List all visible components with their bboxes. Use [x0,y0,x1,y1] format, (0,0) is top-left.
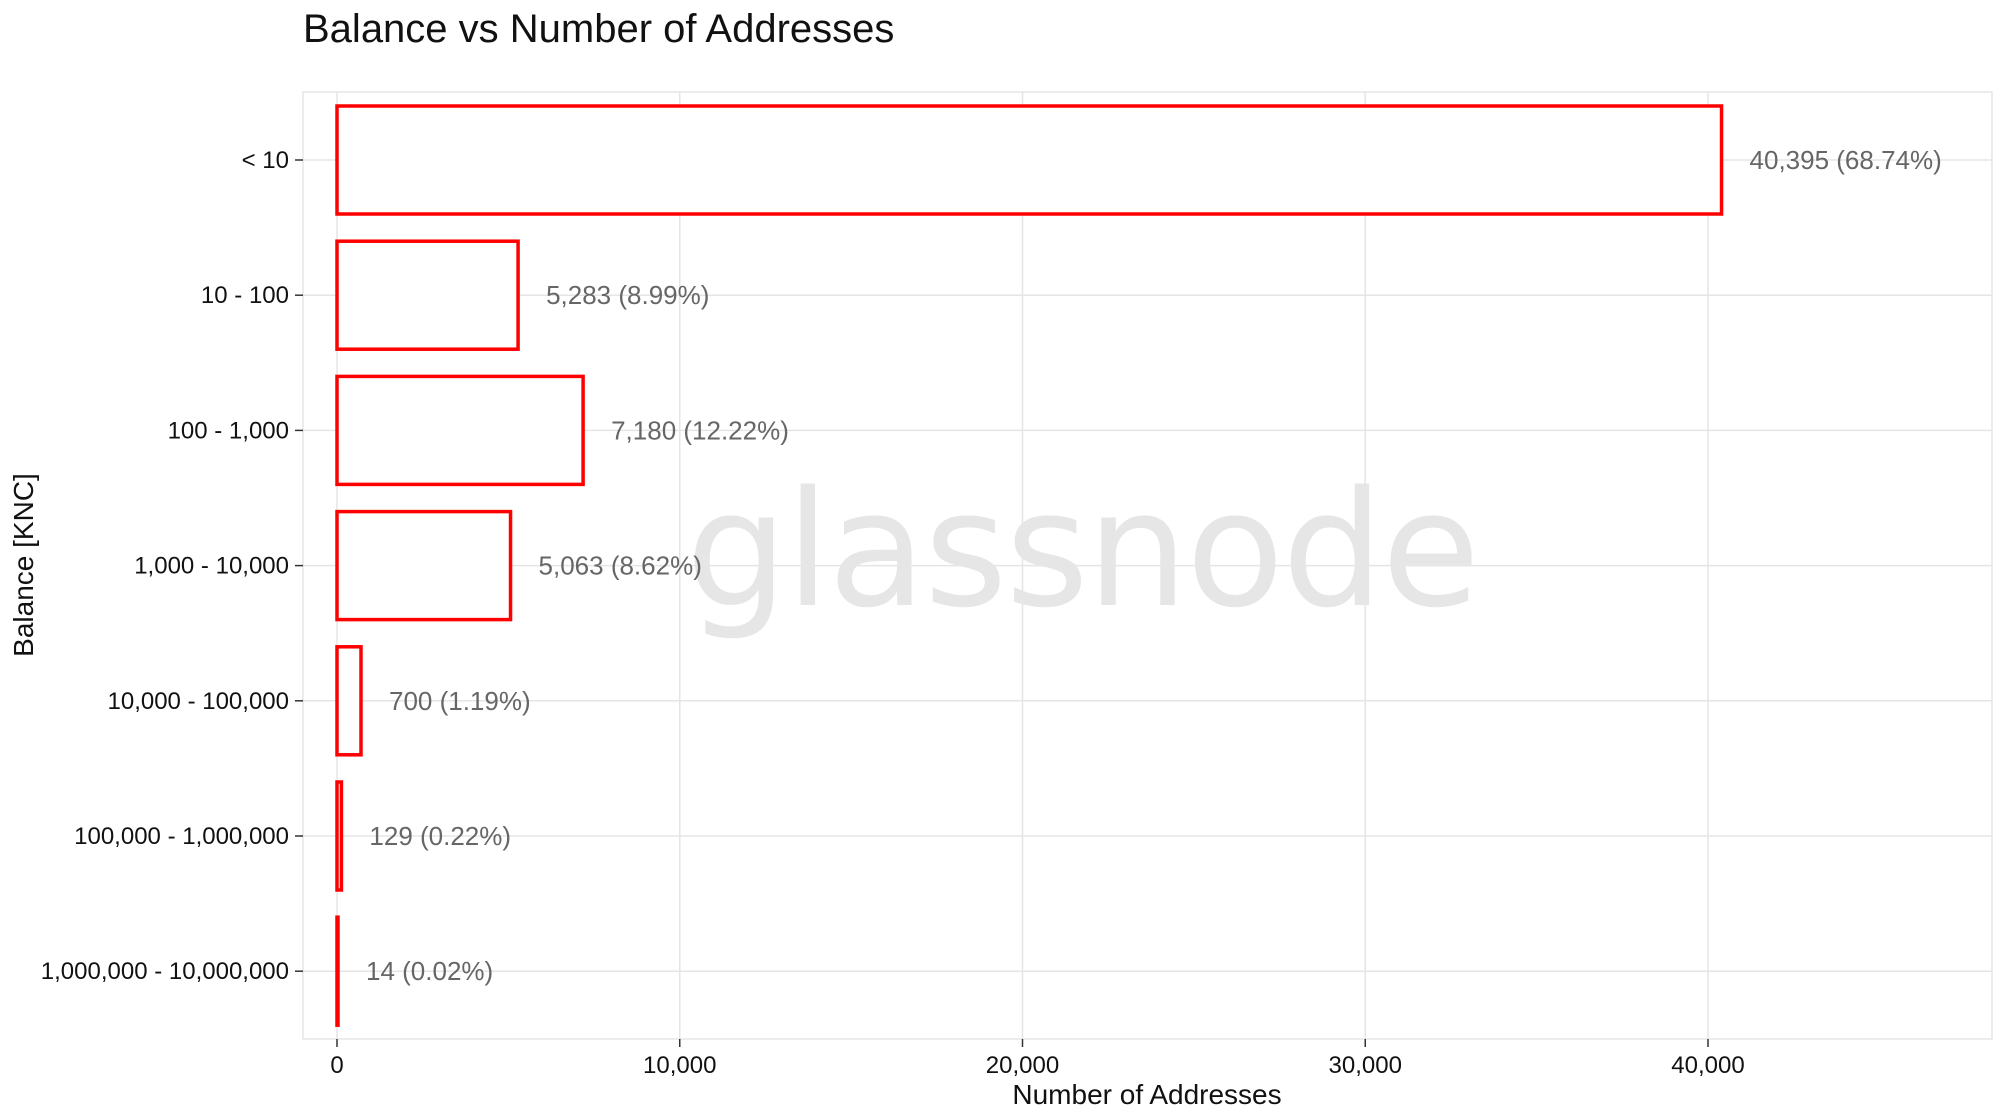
bar-data-label: 7,180 (12.22%) [611,415,789,445]
x-tick-label: 40,000 [1671,1052,1744,1079]
bar [335,509,513,622]
y-tick-label: < 10 [242,147,289,174]
bars [335,104,1724,1027]
bar [335,780,344,892]
y-tick-label: 10 - 100 [201,282,289,309]
y-axis-ticks: < 10 10 - 100 100 - 1,000 1,000 - 10,000 10,… [41,147,303,985]
x-tick-label: 10,000 [643,1052,716,1079]
x-tick-label: 30,000 [1329,1052,1402,1079]
bar-data-label: 40,395 (68.74%) [1750,145,1942,175]
x-tick-label: 20,000 [986,1052,1059,1079]
bar-data-label: 129 (0.22%) [369,821,511,851]
bar [335,374,585,487]
x-tick-label: 0 [330,1052,343,1079]
y-tick-label: 100 - 1,000 [168,417,289,444]
bar [335,104,1724,216]
bar [335,915,340,1027]
bar-data-label: 5,283 (8.99%) [546,280,709,310]
y-tick-label: 1,000,000 - 10,000,000 [41,958,289,985]
chart-title: Balance vs Number of Addresses [303,7,894,51]
data-labels: 40,395 (68.74%) 5,283 (8.99%) 7,180 (12.22… [366,145,1942,986]
bar [335,239,520,351]
y-tick-label: 100,000 - 1,000,000 [74,823,289,850]
y-tick-label: 1,000 - 10,000 [134,553,289,580]
x-axis-ticks: 0 10,000 20,000 30,000 40,000 [330,1039,1745,1079]
y-tick-label: 10,000 - 100,000 [108,688,290,715]
bar-data-label: 700 (1.19%) [389,686,531,716]
bar-data-label: 14 (0.02%) [366,956,493,986]
y-axis-title: Balance [KNC] [8,473,39,657]
x-axis-title: Number of Addresses [1012,1079,1281,1110]
watermark: glassnode [686,456,1478,643]
bar-data-label: 5,063 (8.62%) [539,551,702,581]
bar [335,645,363,757]
